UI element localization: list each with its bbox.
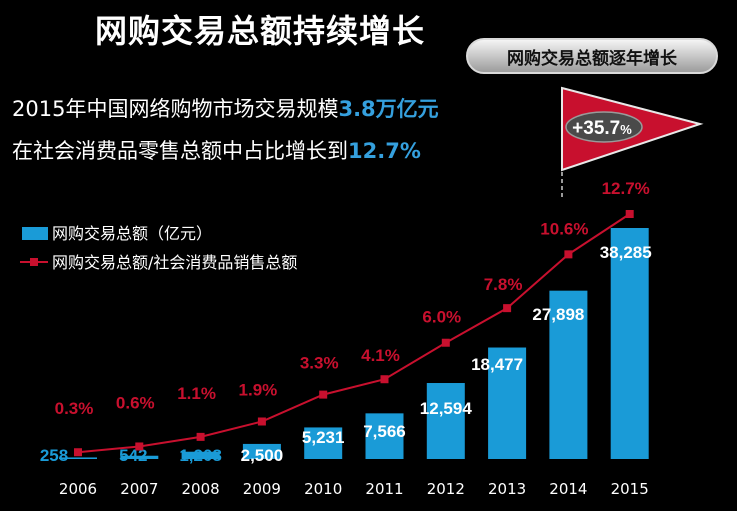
growth-badge: 网购交易总额逐年增长 bbox=[466, 38, 718, 74]
x-tick-label-2009: 2009 bbox=[243, 480, 281, 498]
percent-line-path bbox=[77, 213, 631, 454]
summary-line-2-value: 12.7% bbox=[348, 139, 421, 163]
x-axis: 2006 2007 2008 2009 2010 2011 2012 2013 2014 2015 bbox=[59, 480, 649, 498]
percent-label-2012: 6.0% bbox=[422, 308, 461, 327]
percent-label-2007: 0.6% bbox=[116, 393, 155, 412]
percent-point-2012 bbox=[441, 338, 450, 347]
bar-2011 bbox=[365, 413, 404, 459]
x-tick-label-2007: 2007 bbox=[120, 480, 158, 498]
x-tick-label-2010: 2010 bbox=[304, 480, 342, 498]
x-tick-label-2011: 2011 bbox=[365, 480, 403, 498]
x-tick-label-2013: 2013 bbox=[488, 480, 526, 498]
summary-line-1: 2015年中国网络购物市场交易规模3.8万亿元 bbox=[12, 93, 439, 123]
x-tick-label-2015: 2015 bbox=[611, 480, 649, 498]
percent-label-2010: 3.3% bbox=[300, 354, 339, 373]
bar-2013 bbox=[488, 347, 527, 459]
percent-point-2008 bbox=[196, 432, 205, 441]
bar-2007 bbox=[120, 455, 159, 459]
bar-2015 bbox=[610, 228, 649, 459]
bar-value-label-2013: 18,477 bbox=[471, 355, 523, 374]
legend-line-label: 网购交易总额/社会消费品销售总额 bbox=[52, 253, 297, 272]
percent-label-2015: 12.7% bbox=[602, 179, 650, 198]
percent-point-2006 bbox=[74, 448, 82, 457]
x-tick-label-2014: 2014 bbox=[549, 480, 587, 498]
growth-flag: +35.7% bbox=[561, 86, 704, 198]
legend-bar-swatch bbox=[22, 227, 48, 240]
summary-line-2: 在社会消费品零售总额中占比增长到12.7% bbox=[12, 135, 421, 165]
legend-line-marker bbox=[30, 258, 38, 266]
page-title: 网购交易总额持续增长 bbox=[94, 12, 425, 50]
flag-value-unit: % bbox=[620, 122, 632, 137]
percent-point-2011 bbox=[380, 375, 389, 384]
flag-ellipse bbox=[565, 111, 643, 143]
bar-value-label-2012: 12,594 bbox=[420, 399, 473, 418]
legend: 网购交易总额（亿元） 网购交易总额/社会消费品销售总额 bbox=[20, 224, 297, 272]
percent-label-2009: 1.9% bbox=[239, 380, 278, 399]
bar-value-label-2015: 38,285 bbox=[600, 243, 652, 262]
percent-point-2014 bbox=[564, 250, 573, 259]
percent-point-2013 bbox=[503, 304, 512, 313]
bar-2014 bbox=[549, 290, 588, 459]
bar-2012 bbox=[426, 383, 465, 459]
bar-2009 bbox=[242, 443, 281, 459]
percent-label-2008: 1.1% bbox=[177, 384, 216, 403]
bar-value-label-2006: 258 bbox=[40, 446, 68, 465]
x-tick-label-2006: 2006 bbox=[59, 480, 97, 498]
bar-value-label-2014: 27,898 bbox=[532, 305, 584, 324]
summary-line-2-text: 在社会消费品零售总额中占比增长到 bbox=[12, 139, 348, 163]
percent-point-2010 bbox=[319, 390, 328, 399]
percent-line: 0.3% 0.6% 1.1% 1.9% 3.3% 4.1% 6.0% 7.8% 10.6% 12.… bbox=[55, 179, 650, 457]
summary-line-1-value: 3.8万亿元 bbox=[338, 97, 439, 121]
bar-value-label-2009: 2,500 bbox=[241, 446, 284, 465]
bar-2006 bbox=[59, 457, 97, 459]
x-tick-label-2012: 2012 bbox=[427, 480, 465, 498]
bar-value-label-2011: 7,566 bbox=[363, 422, 406, 441]
percent-point-2007 bbox=[135, 442, 144, 451]
percent-point-2009 bbox=[257, 417, 266, 426]
flag-value: +35.7% bbox=[572, 118, 632, 139]
percent-label-2006: 0.3% bbox=[55, 399, 94, 418]
bar-value-label-2010: 5,231 bbox=[302, 428, 345, 447]
percent-label-2014: 10.6% bbox=[540, 219, 588, 238]
bar-value-label-2008: 1,208 bbox=[179, 446, 222, 465]
bar-value-label-2007: 542 bbox=[119, 446, 147, 465]
percent-label-2011: 4.1% bbox=[361, 346, 400, 365]
flag-value-number: +35.7 bbox=[572, 118, 620, 139]
percent-label-2013: 7.8% bbox=[484, 275, 523, 294]
x-tick-label-2008: 2008 bbox=[182, 480, 220, 498]
bar-2010 bbox=[304, 427, 343, 459]
summary-line-1-text: 2015年中国网络购物市场交易规模 bbox=[12, 97, 339, 121]
bar-2008 bbox=[181, 451, 220, 459]
legend-bar-label: 网购交易总额（亿元） bbox=[52, 224, 212, 243]
percent-point-2015 bbox=[625, 210, 634, 218]
bars: 258 542 1,208 2,500 5,231 7,566 12,594 18,477 27… bbox=[40, 228, 652, 465]
